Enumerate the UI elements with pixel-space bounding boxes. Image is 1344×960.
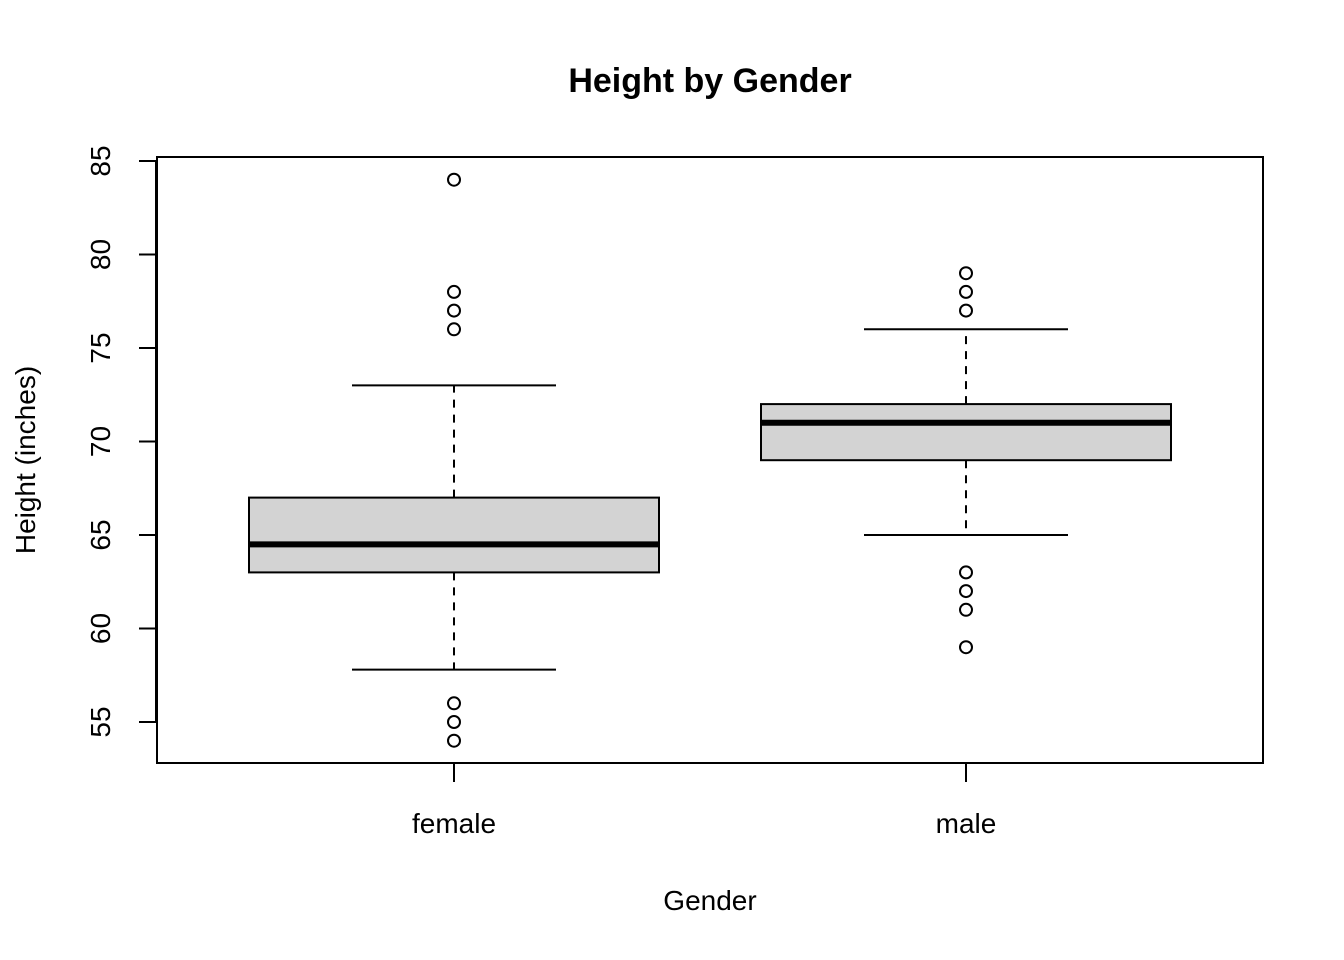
chart-title: Height by Gender	[568, 62, 851, 100]
outlier-point	[447, 172, 461, 187]
y-axis: 55 60 65 70 75 80 85	[85, 145, 157, 738]
outlier-point	[959, 284, 973, 299]
outlier-point	[959, 266, 973, 281]
outlier-point	[447, 322, 461, 337]
outlier-point	[959, 640, 973, 655]
iqr-box	[248, 496, 660, 574]
box-male	[760, 266, 1172, 655]
x-axis-title: Gender	[663, 885, 756, 916]
x-axis: female male	[412, 763, 996, 839]
y-tick-label: 70	[85, 426, 116, 457]
outlier-point	[447, 696, 461, 711]
y-tick-label: 65	[85, 519, 116, 550]
outlier-point	[959, 584, 973, 599]
x-tick-label-male: male	[936, 808, 997, 839]
y-axis-title: Height (inches)	[10, 366, 41, 554]
outlier-point	[447, 733, 461, 748]
outlier-point	[959, 602, 973, 617]
x-tick-label-female: female	[412, 808, 496, 839]
outlier-point	[447, 284, 461, 299]
outlier-point	[959, 565, 973, 580]
outlier-point	[447, 303, 461, 318]
box-group	[248, 172, 1172, 748]
outlier-point	[447, 715, 461, 729]
y-tick-label: 55	[85, 706, 116, 737]
box-female	[248, 172, 660, 748]
y-tick-label: 80	[85, 239, 116, 270]
iqr-box	[760, 403, 1172, 462]
y-tick-label: 60	[85, 613, 116, 644]
outlier-point	[959, 303, 973, 318]
y-tick-label: 75	[85, 332, 116, 363]
y-tick-label: 85	[85, 145, 116, 176]
